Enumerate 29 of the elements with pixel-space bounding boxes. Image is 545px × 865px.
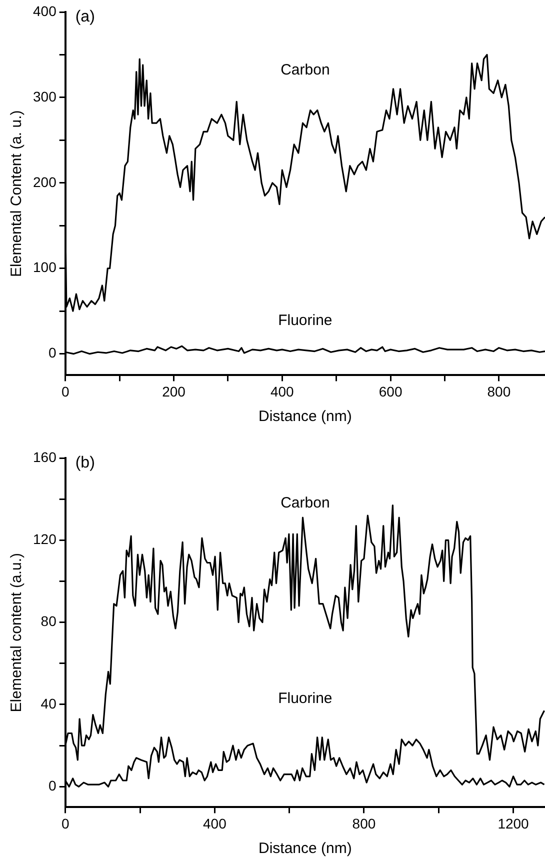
y-tick-label: 0 — [48, 778, 57, 794]
x-tick-label: 0 — [61, 383, 70, 400]
series-label: Carbon — [280, 494, 330, 512]
chart-title: (a) — [75, 8, 95, 26]
x-tick-label: 400 — [270, 383, 294, 400]
x-tick-label: 800 — [487, 383, 511, 400]
y-tick-label: 160 — [33, 448, 57, 465]
x-tick-label: 0 — [61, 815, 70, 832]
chart-title: (b) — [75, 454, 95, 472]
y-tick-label: 300 — [33, 88, 57, 104]
y-axis-title: Elemental content (a.u.) — [8, 552, 26, 712]
x-axis-title: Distance (nm) — [258, 408, 352, 426]
x-tick-label: 1200 — [498, 815, 530, 832]
text: Fluorine — [278, 690, 332, 708]
text: Carbon — [280, 61, 330, 78]
y-tick-label: 400 — [33, 2, 57, 19]
x-axis-title: Distance (nm) — [258, 840, 352, 858]
y-tick-label: 0 — [48, 344, 57, 361]
y-tick-label: 100 — [33, 259, 57, 276]
y-tick-label: 200 — [33, 174, 57, 190]
x-tick-label: 200 — [162, 383, 186, 400]
y-tick-label: 80 — [40, 613, 57, 630]
x-tick-label: 400 — [202, 815, 227, 832]
y-tick-label: 40 — [40, 695, 57, 712]
x-tick-label: 600 — [378, 383, 402, 400]
series-label: Fluorine — [278, 312, 332, 329]
y-axis-title: Elemental Content (a. u.) — [8, 110, 26, 277]
y-tick-label: 120 — [33, 531, 57, 548]
x-tick-label: 800 — [352, 815, 376, 832]
